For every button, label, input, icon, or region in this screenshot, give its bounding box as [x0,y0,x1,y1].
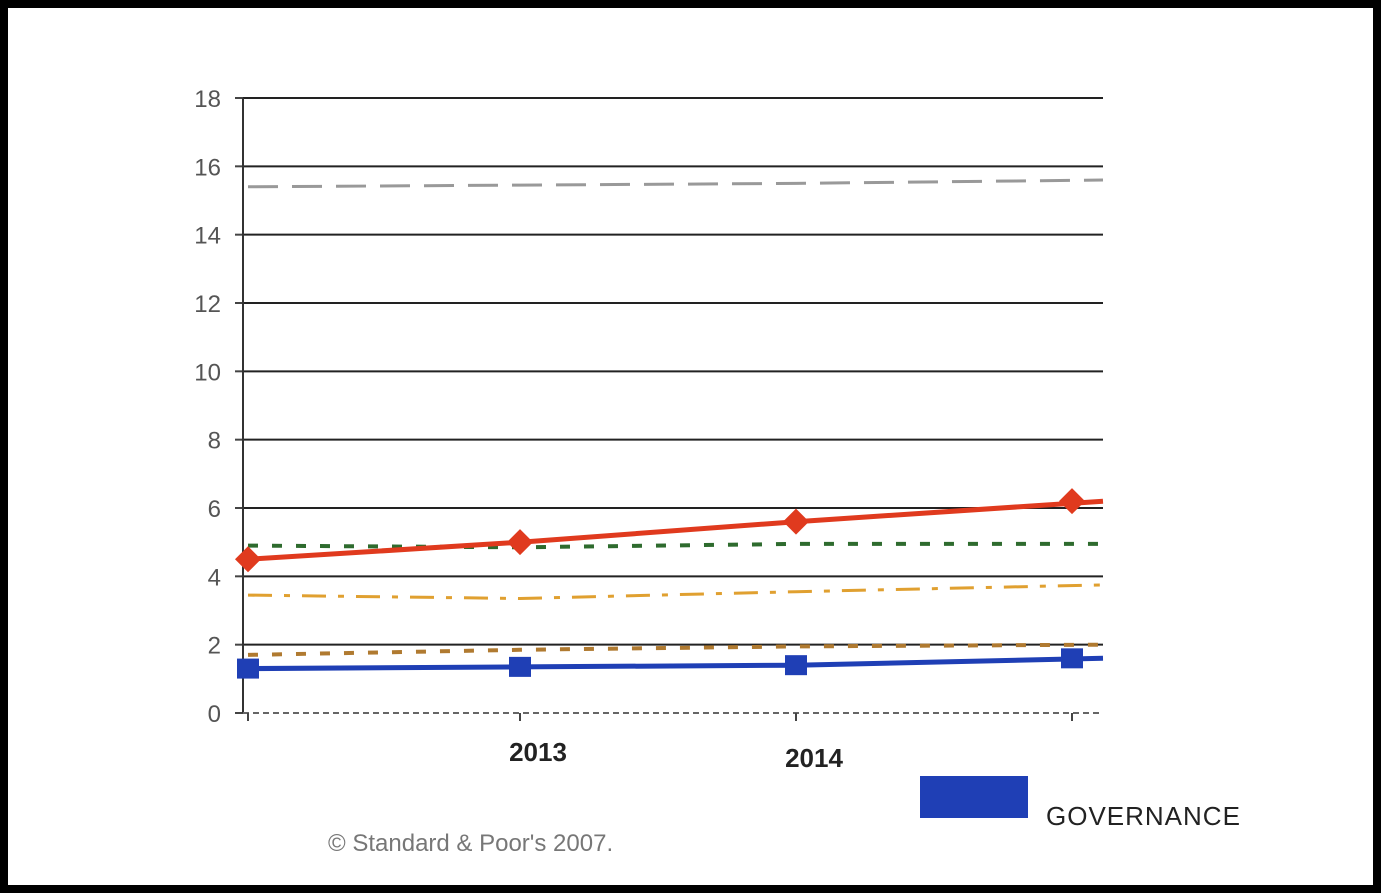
y-tick-label: 8 [208,428,221,455]
legend-swatch-governance [920,776,1028,818]
y-tick-label: 6 [208,496,221,523]
y-tick-label: 16 [194,154,221,181]
copyright-text: © Standard & Poor's 2007. [328,830,613,857]
legend-label-governance: GOVERNANCE [1046,801,1241,831]
data-point-square [509,656,531,677]
y-tick-label: 0 [208,701,221,728]
legend: GOVERNANCE [920,776,1241,831]
series-line-2 [247,178,1104,189]
x-tick-label: 2013 [509,737,567,767]
data-point-diamond [783,508,809,535]
series-line-5 [247,642,1104,657]
y-tick-label: 14 [194,223,221,250]
series-line-3 [247,541,1103,550]
y-tick-label: 12 [194,291,221,318]
series-line-1 [247,498,1104,562]
x-tick-label: 2014 [785,743,843,773]
data-point-square [1061,648,1083,669]
line-chart: 0 2 4 6 8 10 12 14 16 18 2013 2014 GOVERNANCE © Sta… [194,86,1241,857]
series-line-0 [247,655,1104,672]
axes [235,97,1103,721]
y-tick-label: 10 [194,359,221,386]
series-lines [235,178,1104,679]
gridlines [243,97,1103,646]
y-tick-label: 2 [208,633,221,660]
data-point-diamond [235,546,261,573]
y-tick-label: 18 [194,86,221,113]
data-point-diamond [1059,488,1085,515]
data-point-square [237,658,259,679]
tick-labels: 0 2 4 6 8 10 12 14 16 18 2013 2014 [194,86,843,773]
series-line-4 [247,583,1104,600]
y-tick-label: 4 [208,564,221,591]
data-point-square [785,655,807,676]
data-point-diamond [507,529,533,556]
